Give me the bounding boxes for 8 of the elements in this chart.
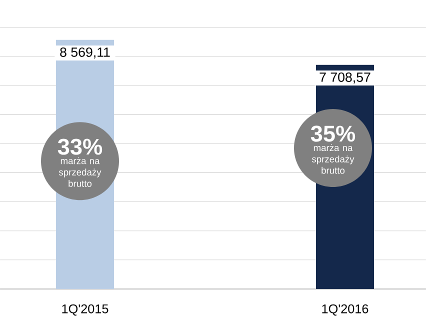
annotation: marża na sprzedaży brutto <box>312 144 354 174</box>
annotation: 35% <box>310 126 356 142</box>
data-label: 7 708,57 <box>320 72 370 84</box>
x-tick-label: 1Q'2015 <box>62 304 108 316</box>
annotation: 33% <box>58 138 102 155</box>
annotation: marża na sprzedaży brutto <box>58 157 102 187</box>
data-label: 8 569,11 <box>60 47 110 58</box>
x-tick-label: 1Q'2016 <box>322 304 368 316</box>
